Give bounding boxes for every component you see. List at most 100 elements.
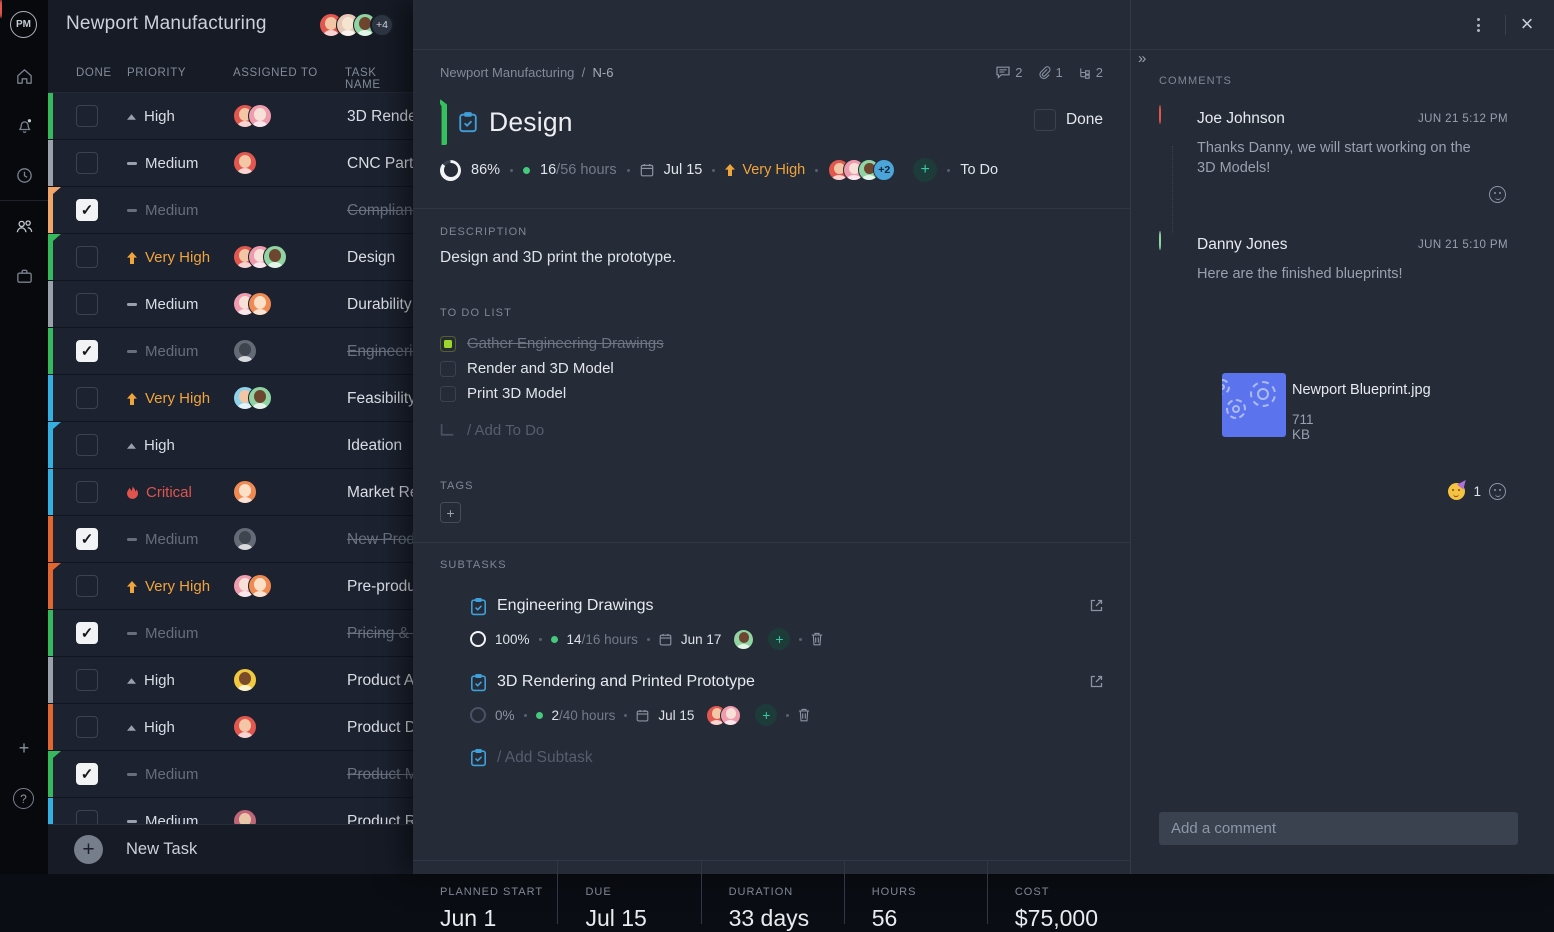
row-priority[interactable]: Medium: [127, 328, 198, 375]
table-row[interactable]: Critical Market Res: [48, 469, 413, 516]
row-task-name[interactable]: Product De: [347, 718, 413, 736]
row-priority[interactable]: Very High: [127, 375, 210, 422]
comments-count[interactable]: 2: [996, 65, 1023, 80]
row-done-checkbox[interactable]: [76, 246, 98, 268]
team-users-icon[interactable]: [14, 216, 34, 236]
subtask-name[interactable]: 3D Rendering and Printed Prototype: [497, 673, 755, 690]
todo-item[interactable]: Render and 3D Model: [440, 356, 1103, 381]
row-assignees[interactable]: [233, 715, 257, 739]
row-done-checkbox[interactable]: [76, 716, 98, 738]
row-priority[interactable]: Medium: [127, 187, 198, 234]
add-todo-row[interactable]: / Add To Do: [440, 415, 1103, 445]
comment-input[interactable]: [1159, 812, 1518, 845]
row-task-name[interactable]: 3D Render: [347, 107, 413, 125]
row-assignees[interactable]: [233, 527, 257, 551]
row-task-name[interactable]: Product Ma: [347, 765, 413, 783]
row-priority[interactable]: Very High: [127, 234, 210, 281]
add-reaction-icon[interactable]: [1489, 186, 1506, 203]
table-row[interactable]: Very High Design: [48, 234, 413, 281]
row-done-checkbox[interactable]: [76, 481, 98, 503]
table-row[interactable]: High Ideation: [48, 422, 413, 469]
row-done-checkbox[interactable]: ✓: [76, 199, 98, 221]
add-subtask-placeholder[interactable]: / Add Subtask: [497, 748, 593, 766]
subtask-due[interactable]: Jun 17: [680, 631, 722, 647]
row-task-name[interactable]: Engineering: [347, 342, 413, 360]
table-row[interactable]: Very High Feasibility: [48, 375, 413, 422]
todo-checkbox[interactable]: [440, 385, 456, 402]
row-priority[interactable]: Medium: [127, 610, 198, 657]
row-task-name[interactable]: Design: [347, 248, 396, 266]
avatar-overflow-badge[interactable]: +4: [370, 13, 394, 37]
row-done-checkbox[interactable]: ✓: [76, 340, 98, 362]
attachment-thumbnail[interactable]: [1222, 373, 1286, 437]
subtask-due[interactable]: Jul 15: [658, 707, 695, 723]
row-task-name[interactable]: Compliance: [347, 201, 413, 219]
add-tag-button[interactable]: +: [440, 502, 461, 523]
table-row[interactable]: Very High Pre-produc: [48, 563, 413, 610]
todo-item[interactable]: Print 3D Model: [440, 381, 1103, 406]
recent-clock-icon[interactable]: [14, 165, 34, 185]
add-subtask-row[interactable]: / Add Subtask: [470, 748, 1103, 767]
row-assignees[interactable]: [233, 292, 272, 316]
delete-subtask-icon[interactable]: [798, 708, 810, 722]
row-priority[interactable]: Medium: [127, 281, 198, 328]
assignee-avatars[interactable]: +2: [828, 159, 896, 181]
row-task-name[interactable]: Product An: [347, 671, 413, 689]
attachments-count[interactable]: 1: [1038, 65, 1063, 80]
add-assignee-button[interactable]: +: [755, 704, 778, 726]
home-icon[interactable]: [14, 66, 34, 86]
party-face-emoji[interactable]: [1448, 477, 1470, 500]
row-task-name[interactable]: New Produc: [347, 530, 413, 548]
row-priority[interactable]: Medium: [127, 751, 198, 798]
description-text[interactable]: Design and 3D print the prototype.: [440, 249, 677, 266]
row-task-name[interactable]: Ideation: [347, 436, 403, 454]
row-assignees[interactable]: [233, 151, 257, 175]
row-done-checkbox[interactable]: [76, 105, 98, 127]
subtasks-count[interactable]: 2: [1078, 65, 1103, 80]
row-done-checkbox[interactable]: ✓: [76, 622, 98, 644]
table-row[interactable]: High 3D Render: [48, 93, 413, 140]
row-done-checkbox[interactable]: [76, 152, 98, 174]
table-row[interactable]: Medium Durability: [48, 281, 413, 328]
row-done-checkbox[interactable]: [76, 669, 98, 691]
table-row[interactable]: Medium CNC Parts: [48, 140, 413, 187]
table-row[interactable]: ✓ Medium Pricing & P: [48, 610, 413, 657]
add-reaction-icon[interactable]: [1489, 483, 1506, 500]
add-todo-placeholder[interactable]: / Add To Do: [467, 421, 545, 439]
row-assignees[interactable]: [233, 245, 287, 269]
row-assignees[interactable]: [233, 480, 257, 504]
table-row[interactable]: ✓ Medium Engineering: [48, 328, 413, 375]
new-task-plus-icon[interactable]: +: [74, 835, 103, 864]
status-label[interactable]: To Do: [960, 162, 999, 178]
row-task-name[interactable]: Durability: [347, 295, 412, 313]
todo-item[interactable]: Gather Engineering Drawings: [440, 331, 1103, 356]
row-task-name[interactable]: CNC Parts: [347, 154, 413, 172]
project-member-avatars[interactable]: +4: [319, 13, 394, 37]
assignee-overflow-badge[interactable]: +2: [873, 159, 896, 181]
projects-briefcase-icon[interactable]: [14, 266, 34, 286]
close-icon[interactable]: ×: [1520, 11, 1534, 36]
row-priority[interactable]: Critical: [127, 469, 192, 516]
row-task-name[interactable]: Pricing & P: [347, 624, 413, 642]
mark-done-control[interactable]: Done: [1033, 109, 1103, 131]
done-checkbox[interactable]: [1033, 109, 1056, 131]
attachment-filename[interactable]: Newport Blueprint.jpg: [1292, 382, 1431, 398]
open-subtask-icon[interactable]: [1089, 674, 1104, 694]
priority-badge[interactable]: Very High: [725, 162, 805, 178]
row-priority[interactable]: High: [127, 704, 175, 751]
row-done-checkbox[interactable]: [76, 293, 98, 315]
row-done-checkbox[interactable]: [76, 387, 98, 409]
row-assignees[interactable]: [233, 668, 257, 692]
todo-checkbox[interactable]: [440, 335, 456, 352]
row-priority[interactable]: High: [127, 657, 175, 704]
row-task-name[interactable]: Market Res: [347, 483, 413, 501]
todo-checkbox[interactable]: [440, 360, 456, 377]
row-priority[interactable]: Medium: [127, 140, 198, 187]
row-priority[interactable]: High: [127, 93, 175, 140]
breadcrumb-project[interactable]: Newport Manufacturing: [440, 65, 575, 80]
subtask-item[interactable]: 3D Rendering and Printed Prototype 0% 2/40…: [470, 669, 1103, 728]
row-task-name[interactable]: Pre-produc: [347, 577, 413, 595]
help-icon[interactable]: ?: [13, 788, 34, 809]
table-row[interactable]: High Product An: [48, 657, 413, 704]
collapse-panel-icon[interactable]: »: [1138, 50, 1146, 67]
